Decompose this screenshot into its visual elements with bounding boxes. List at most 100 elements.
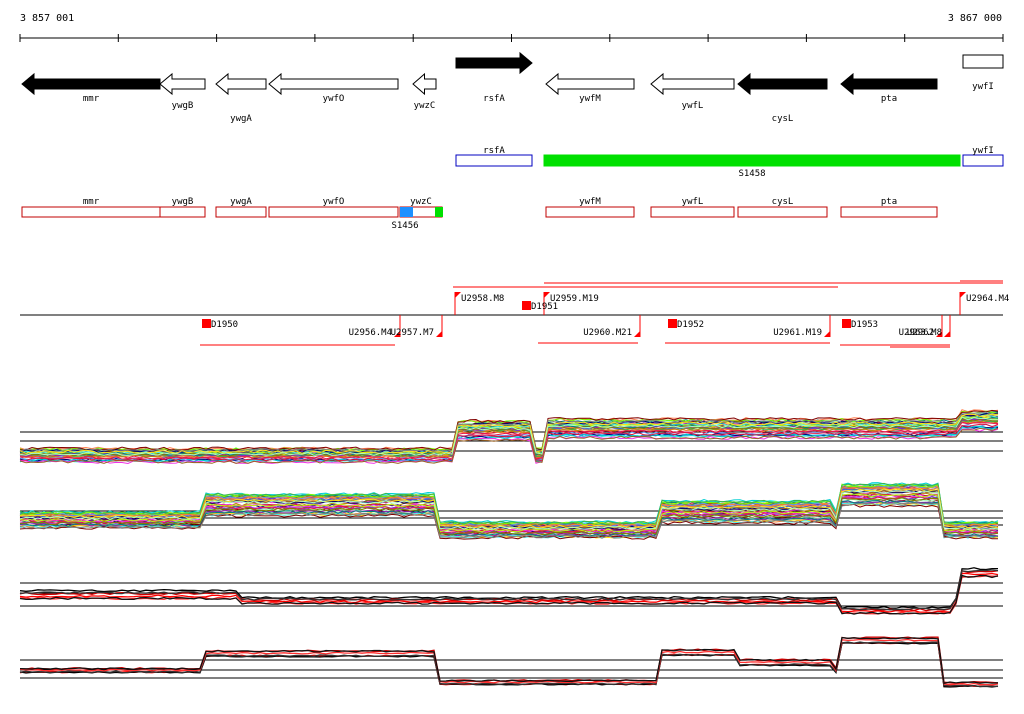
gene-label-ywzC: ywzC [414,101,436,111]
down-box-mmr [21,206,161,218]
expression-trace [19,569,999,611]
up-label-ywfI: ywfI [972,146,994,156]
feature-flag-U2964.M4 [960,292,966,298]
expression-panel-2 [19,482,1003,540]
start-coordinate: 3 857 001 [20,13,75,24]
gene-arrow-pta [840,72,938,96]
expression-trace [19,641,999,688]
gene-arrow-cysL [737,72,828,96]
down-label-ywgB: ywgB [172,197,194,207]
gene-label-cysL: cysL [772,114,794,124]
feature-flag-U2959.M19 [544,292,550,298]
terminator-label-D1953: D1953 [851,320,878,330]
gene-label-mmr: mmr [83,94,100,104]
up-box-rsfA [455,154,533,167]
feature-label-U2961.M19: U2961.M19 [773,328,822,338]
feature-label-U2959.M19: U2959.M19 [550,294,599,304]
expression-trace [19,569,999,612]
end-coordinate: 3 867 000 [947,13,1002,24]
down-label-mmr: mmr [83,197,100,207]
expression-trace [19,636,999,685]
feature-label-U2963.M8: U2963.M8 [899,328,942,338]
feature-label-U2956.M4: U2956.M4 [349,328,392,338]
feature-label-U2957.M7: U2957.M7 [391,328,434,338]
feature-label-U2960.M21: U2960.M21 [583,328,632,338]
feature-label-U2958.M8: U2958.M8 [461,294,504,304]
feature-flag-U2960.M21 [634,331,640,337]
terminator-D1952 [668,319,677,328]
feature-label-U2962: U2962 [907,328,934,338]
expression-trace [19,409,999,451]
down-box-ywgB [159,206,206,218]
gene-label-ywfM: ywfM [579,94,601,104]
gene-label-ywfL: ywfL [682,101,704,111]
up-label-rsfA: rsfA [483,146,505,156]
feature-flag-U2962 [936,331,942,337]
gene-label-ywgB: ywgB [172,101,194,111]
up-label-S1458: S1458 [738,169,765,179]
gene-arrow-ywfM [545,72,635,96]
terminator-D1953 [842,319,851,328]
expression-trace [19,493,998,533]
expression-trace [19,574,999,615]
up-box-ywfI [962,154,1004,167]
gene-label-rsfA: rsfA [483,94,505,104]
down-box-ywfM [545,206,635,218]
gene-label-ywfI: ywfI [972,82,994,92]
terminator-D1951 [522,301,531,310]
expression-trace [19,503,999,540]
expression-trace [20,500,999,538]
down-label-ywzC: ywzC [410,197,432,207]
expression-trace [19,427,999,464]
down-box-ywfL [650,206,735,218]
down-seg-blue [400,207,413,217]
expression-trace [19,567,998,610]
down-label-ywfM: ywfM [579,197,601,207]
feature-flag-U2963.M8 [944,331,950,337]
down-label-ywfL: ywfL [682,197,704,207]
down-label-S1456: S1456 [391,221,418,231]
gene-label-pta: pta [881,94,897,104]
expression-trace [19,412,999,454]
expression-trace [19,482,999,525]
gene-arrow-ywgA [215,72,267,96]
down-box-pta [840,206,938,218]
down-label-cysL: cysL [772,197,794,207]
down-box-cysL [737,206,828,218]
terminator-label-D1951: D1951 [531,302,558,312]
gene-arrow-ywgB [159,72,206,96]
expression-trace [19,417,999,457]
expression-panel-1 [19,409,1003,465]
feature-flag-U2956.M4 [394,331,400,337]
feature-flag-U2961.M19 [824,331,830,337]
gene-arrow-ywfI [962,54,1004,69]
expression-trace [19,502,999,539]
terminator-label-D1952: D1952 [677,320,704,330]
gene-arrow-ywzC [412,72,437,96]
expression-trace [19,482,999,525]
expression-trace [19,497,999,536]
feature-flag-U2957.M7 [436,331,442,337]
terminator-label-D1950: D1950 [211,320,238,330]
up-box-S1458 [543,154,961,167]
down-seg-green [435,207,443,217]
expression-trace [19,422,999,460]
gene-label-ywgA: ywgA [230,114,252,124]
expression-trace [19,638,999,686]
terminator-D1950 [202,319,211,328]
down-label-pta: pta [881,197,897,207]
gene-arrow-ywfL [650,72,735,96]
gene-label-ywfO: ywfO [323,94,345,104]
down-label-ywfO: ywfO [323,197,345,207]
expression-trace [19,490,999,530]
expression-trace [19,486,999,528]
expression-panel-3 [19,567,1003,615]
gene-arrow-ywfO [268,72,399,96]
down-label-ywgA: ywgA [230,197,252,207]
expression-panel-4 [19,636,1003,688]
gene-arrow-mmr [21,72,161,96]
down-box-ywfO [268,206,399,218]
feature-flag-U2958.M8 [455,292,461,298]
